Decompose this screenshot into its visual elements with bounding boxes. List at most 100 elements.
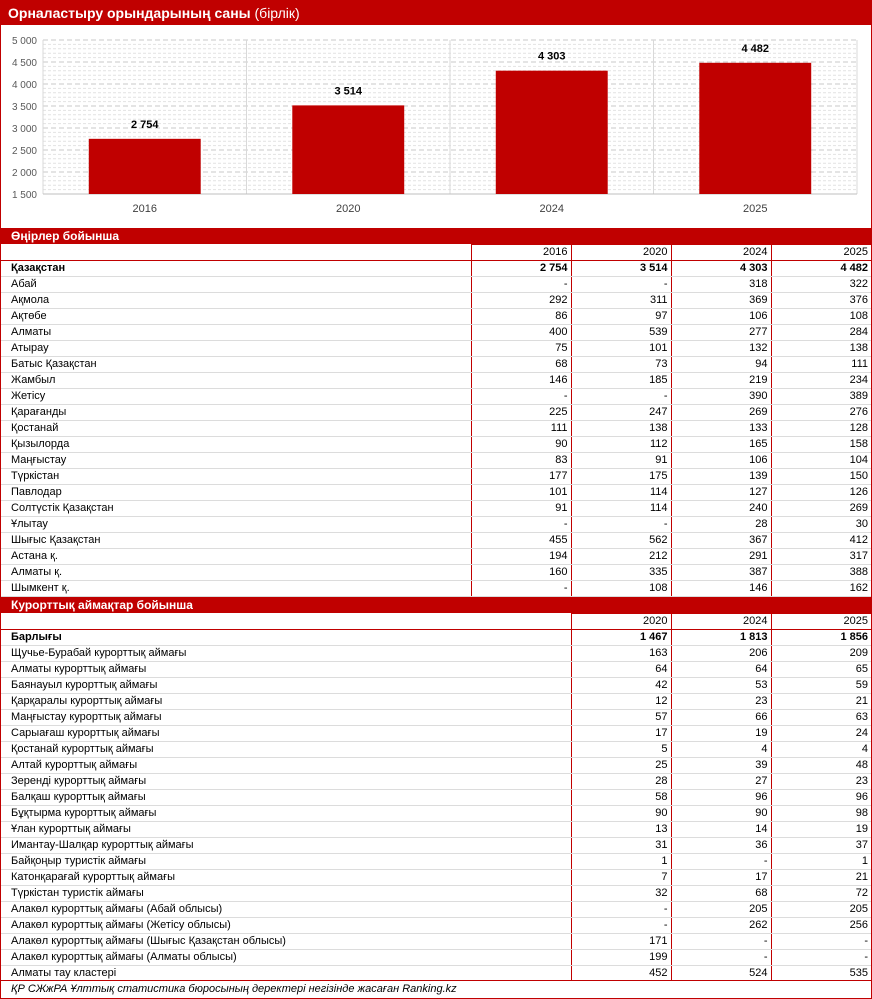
table-row: Жамбыл 146 185 219 234 bbox=[1, 372, 871, 389]
y-tick-label: 5 000 bbox=[12, 36, 37, 47]
row-value: 28 bbox=[670, 516, 771, 533]
row-label: Маңғыстау курорттық аймағы bbox=[1, 709, 571, 726]
table-row: Барлығы 1 467 1 813 1 856 bbox=[1, 629, 871, 646]
row-value: 111 bbox=[470, 420, 571, 437]
row-value: 108 bbox=[570, 580, 671, 597]
resorts-year-header: 2025 bbox=[770, 613, 871, 630]
row-value: 335 bbox=[570, 564, 671, 581]
table-row: Түркістан туристік аймағы 32 68 72 bbox=[1, 885, 871, 902]
bar-value-label: 3 514 bbox=[334, 85, 362, 97]
row-label: Алматы қ. bbox=[1, 564, 471, 581]
row-label: Катонқарағай курорттық аймағы bbox=[1, 869, 571, 886]
row-label: Алакөл курорттық аймағы (Жетісу облысы) bbox=[1, 917, 571, 934]
row-value: 91 bbox=[570, 452, 671, 469]
table-row: Солтүстік Қазақстан 91 114 240 269 bbox=[1, 500, 871, 517]
row-value: 146 bbox=[670, 580, 771, 597]
row-value: - bbox=[570, 917, 671, 934]
row-label: Алакөл курорттық аймағы (Абай облысы) bbox=[1, 901, 571, 918]
row-value: - bbox=[670, 949, 771, 966]
row-value: 59 bbox=[770, 677, 871, 694]
bar bbox=[699, 62, 812, 195]
table-row: Шығыс Қазақстан 455 562 367 412 bbox=[1, 532, 871, 549]
row-value: 240 bbox=[670, 500, 771, 517]
row-value: 73 bbox=[570, 356, 671, 373]
row-value: 455 bbox=[470, 532, 571, 549]
row-value: 247 bbox=[570, 404, 671, 421]
row-value: 388 bbox=[770, 564, 871, 581]
resorts-year-header: 2024 bbox=[670, 613, 771, 630]
table-row: Алтай курорттық аймағы 25 39 48 bbox=[1, 757, 871, 774]
row-label: Ақтөбе bbox=[1, 308, 471, 325]
row-value: 171 bbox=[570, 933, 671, 950]
table-row: Алматы 400 539 277 284 bbox=[1, 324, 871, 341]
row-value: 90 bbox=[470, 436, 571, 453]
row-label: Имантау-Шалқар курорттық аймағы bbox=[1, 837, 571, 854]
table-row: Алматы қ. 160 335 387 388 bbox=[1, 564, 871, 581]
row-value: 68 bbox=[470, 356, 571, 373]
row-label: Қарағанды bbox=[1, 404, 471, 421]
row-value: 4 bbox=[770, 741, 871, 758]
row-value: 150 bbox=[770, 468, 871, 485]
row-value: 199 bbox=[570, 949, 671, 966]
table-row: Сарыағаш курорттық аймағы 17 19 24 bbox=[1, 725, 871, 742]
row-value: 64 bbox=[670, 661, 771, 678]
row-value: - bbox=[570, 901, 671, 918]
row-value: 205 bbox=[770, 901, 871, 918]
table-row: Алматы курорттық аймағы 64 64 65 bbox=[1, 661, 871, 678]
row-label: Жамбыл bbox=[1, 372, 471, 389]
row-value: 194 bbox=[470, 548, 571, 565]
row-label: Шымкент қ. bbox=[1, 580, 471, 597]
row-value: 72 bbox=[770, 885, 871, 902]
row-value: 97 bbox=[570, 308, 671, 325]
row-value: 158 bbox=[770, 436, 871, 453]
row-value: 412 bbox=[770, 532, 871, 549]
row-value: 63 bbox=[770, 709, 871, 726]
row-label: Алтай курорттық аймағы bbox=[1, 757, 571, 774]
bar bbox=[292, 105, 405, 194]
row-value: 36 bbox=[670, 837, 771, 854]
resorts-header-blank bbox=[1, 613, 571, 630]
row-value: 311 bbox=[570, 292, 671, 309]
row-value: 66 bbox=[670, 709, 771, 726]
title-unit: (бірлік) bbox=[250, 5, 300, 21]
row-value: 75 bbox=[470, 340, 571, 357]
row-label: Ақмола bbox=[1, 292, 471, 309]
row-value: 1 467 bbox=[570, 629, 671, 646]
row-value: 219 bbox=[670, 372, 771, 389]
row-value: 322 bbox=[770, 276, 871, 293]
row-value: 65 bbox=[770, 661, 871, 678]
row-value: 19 bbox=[770, 821, 871, 838]
row-value: 262 bbox=[670, 917, 771, 934]
row-value: 21 bbox=[770, 693, 871, 710]
row-label: Ұлытау bbox=[1, 516, 471, 533]
row-value: 96 bbox=[670, 789, 771, 806]
row-value: 25 bbox=[570, 757, 671, 774]
table-row: Қазақстан 2 754 3 514 4 303 4 482 bbox=[1, 260, 871, 277]
row-value: - bbox=[570, 388, 671, 405]
row-label: Маңғыстау bbox=[1, 452, 471, 469]
resorts-year-header: 2020 bbox=[570, 613, 671, 630]
table-row: Алакөл курорттық аймағы (Абай облысы) - 20… bbox=[1, 901, 871, 918]
row-value: 369 bbox=[670, 292, 771, 309]
row-value: 318 bbox=[670, 276, 771, 293]
row-value: 185 bbox=[570, 372, 671, 389]
table-row: Ақмола 292 311 369 376 bbox=[1, 292, 871, 309]
row-value: 539 bbox=[570, 324, 671, 341]
row-value: 276 bbox=[770, 404, 871, 421]
row-value: 64 bbox=[570, 661, 671, 678]
row-label: Қазақстан bbox=[1, 260, 471, 277]
regions-header-blank bbox=[1, 244, 471, 261]
table-row: Бұқтырма курорттық аймағы 90 90 98 bbox=[1, 805, 871, 822]
resorts-header-row: 2020 2024 2025 bbox=[1, 613, 871, 630]
row-value: 58 bbox=[570, 789, 671, 806]
row-label: Балқаш курорттық аймағы bbox=[1, 789, 571, 806]
row-value: 256 bbox=[770, 917, 871, 934]
row-label: Зеренді курорттық аймағы bbox=[1, 773, 571, 790]
row-value: 106 bbox=[670, 308, 771, 325]
row-value: 17 bbox=[670, 869, 771, 886]
y-tick-label: 3 500 bbox=[12, 102, 37, 113]
row-value: 24 bbox=[770, 725, 871, 742]
page-title: Орналастыру орындарының саны (бірлік) bbox=[1, 1, 871, 25]
regions-section-title: Өңірлер бойынша bbox=[1, 228, 871, 244]
row-label: Баянауыл курорттық аймағы bbox=[1, 677, 571, 694]
